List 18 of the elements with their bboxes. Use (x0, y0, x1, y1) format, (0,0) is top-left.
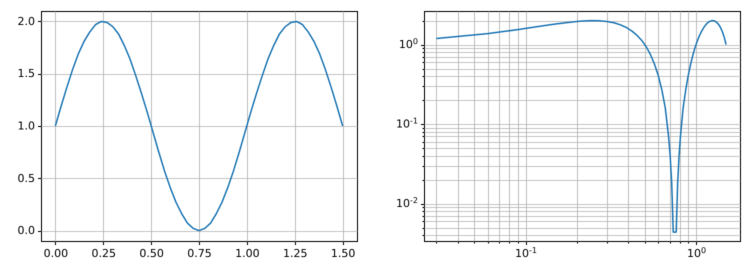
y-tick-label: 1.0 (18, 120, 35, 132)
y-tick-label: 1.5 (18, 67, 35, 80)
y-tick-label: 10$^{-2}$ (396, 196, 418, 210)
x-tick-label: 1.00 (235, 247, 260, 260)
y-tick-label: 10$^{-1}$ (396, 116, 418, 131)
x-tick-label: 1.25 (283, 247, 308, 260)
x-tick-label: 1.50 (330, 247, 356, 260)
x-tick-label: 10$^{0}$ (687, 246, 706, 260)
x-tick-label: 0.25 (91, 247, 116, 260)
y-tick-label: 10$^{0}$ (398, 36, 418, 52)
x-tick-label: 0.75 (187, 247, 212, 260)
y-tick-label: 0.0 (18, 224, 35, 238)
line-series (54, 20, 344, 232)
y-tick-label: 0.5 (18, 172, 35, 185)
y-tick-label: 2.0 (18, 14, 35, 28)
x-tick-label: 10$^{-1}$ (515, 246, 537, 260)
x-tick-label: 0.00 (44, 247, 68, 260)
x-tick-label: 0.50 (139, 247, 164, 260)
